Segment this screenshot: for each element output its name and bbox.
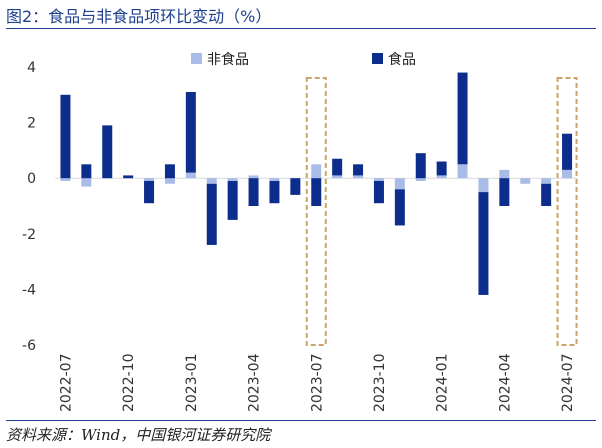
legend-swatch (191, 53, 202, 64)
nonfood-bar (311, 164, 322, 179)
food-bar (60, 94, 71, 179)
highlight-boxes (305, 77, 578, 346)
x-tick-label: 2022-10 (121, 354, 137, 413)
nonfood-bar (457, 164, 468, 179)
food-bar (499, 178, 510, 206)
nonfood-bar (373, 178, 384, 181)
food-bar (373, 180, 384, 204)
highlight-box (556, 77, 578, 346)
legend-label: 食品 (388, 51, 416, 68)
food-bar (311, 178, 322, 206)
y-tick-label: 2 (27, 116, 36, 132)
nonfood-bar (227, 178, 238, 181)
source-note: 资料来源：Wind，中国银河证券研究院 (6, 426, 271, 444)
food-bar (102, 125, 113, 179)
y-tick-label: 0 (27, 171, 36, 187)
x-tick-label: 2024-01 (435, 354, 451, 413)
x-tick-label: 2023-07 (309, 354, 325, 413)
nonfood-bar (520, 178, 531, 184)
nonfood-bar (478, 178, 489, 193)
y-axis-tick-labels: -6 -4 -2 0 2 4 (22, 60, 36, 354)
x-axis-tick-labels: 2022-07 2022-10 2023-01 2023-04 2023-07 2023-… (58, 353, 576, 412)
food-bar (562, 133, 573, 170)
food-bar (541, 183, 552, 206)
food-bar (394, 189, 405, 226)
food-bar (81, 164, 92, 179)
highlight-box (305, 77, 327, 346)
nonfood-bar (499, 169, 510, 179)
nonfood-bar (185, 172, 196, 179)
title-divider (6, 28, 596, 29)
nonfood-bar (248, 175, 259, 179)
nonfood-bar (144, 178, 155, 181)
y-tick-label: 4 (27, 60, 36, 76)
nonfood-bar (60, 178, 71, 181)
bottom-divider (6, 420, 596, 421)
x-tick-label: 2023-10 (372, 354, 388, 413)
nonfood-bar (415, 178, 426, 181)
nonfood-bar (81, 178, 92, 187)
nonfood-bar (206, 178, 217, 184)
food-bar (164, 164, 175, 179)
nonfood-bar (541, 178, 552, 184)
food-bar (353, 164, 364, 176)
x-tick-label: 2022-07 (58, 354, 74, 413)
food-bar (227, 180, 238, 220)
bars (60, 72, 573, 295)
nonfood-bar (394, 178, 405, 190)
food-bar (185, 92, 196, 173)
food-bar (144, 180, 155, 204)
nonfood-bar (332, 175, 343, 179)
y-tick-label: -4 (22, 282, 36, 298)
nonfood-bar (353, 175, 364, 179)
legend-swatch (372, 53, 383, 64)
food-bar (123, 175, 134, 179)
nonfood-bar (164, 178, 175, 184)
nonfood-bar (562, 169, 573, 179)
food-bar (269, 180, 280, 204)
nonfood-bar (436, 175, 447, 179)
legend-label: 非食品 (207, 51, 249, 68)
food-bar (436, 161, 447, 176)
x-tick-label: 2024-07 (560, 354, 576, 413)
x-tick-label: 2023-04 (247, 353, 263, 412)
y-tick-label: -6 (22, 338, 36, 354)
food-bar (290, 178, 301, 195)
y-tick-label: -2 (22, 227, 36, 243)
food-bar (206, 183, 217, 245)
legend: 非食品 食品 (191, 51, 416, 68)
food-bar (248, 178, 259, 206)
x-tick-label: 2023-01 (184, 354, 200, 413)
food-bar (457, 72, 468, 165)
nonfood-bar (269, 178, 280, 181)
food-bar (415, 153, 426, 179)
x-tick-label: 2024-04 (497, 353, 513, 412)
food-bar (332, 158, 343, 176)
food-bar (478, 192, 489, 295)
chart-title: 图2：食品与非食品项环比变动（%） (6, 7, 272, 26)
